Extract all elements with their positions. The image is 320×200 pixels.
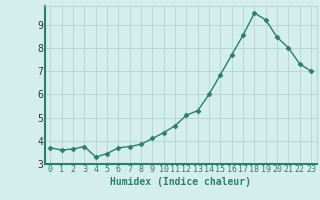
X-axis label: Humidex (Indice chaleur): Humidex (Indice chaleur) <box>110 177 251 187</box>
